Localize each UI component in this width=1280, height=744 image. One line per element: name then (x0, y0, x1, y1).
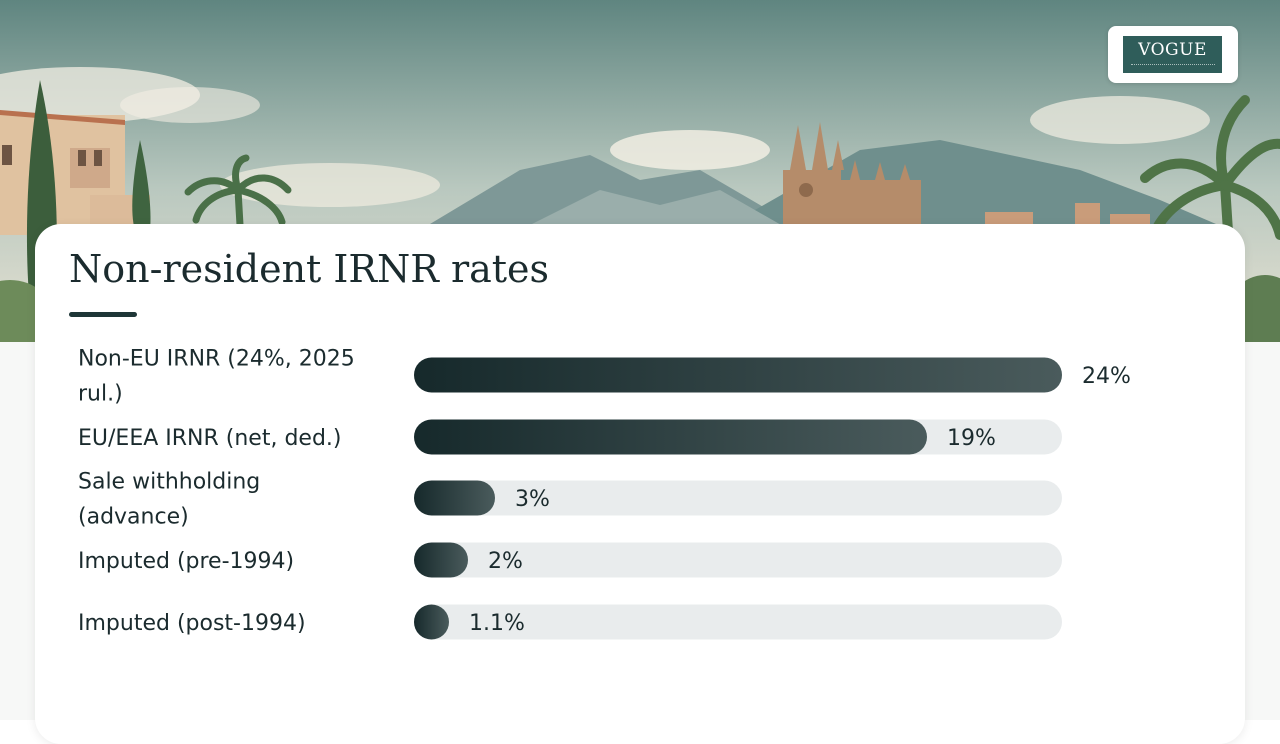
bar (414, 419, 927, 455)
bar-track (414, 604, 1062, 640)
bar-chart: 24% Non-EU IRNR (24%, 2025 rul.) 19% EU/EEA … (78, 347, 1131, 640)
category-label: Imputed (post-1994) (78, 611, 306, 636)
category-label-line: (advance) (78, 505, 189, 530)
bar (414, 480, 495, 516)
bar (414, 357, 1062, 393)
category-label-line: Imputed (post-1994) (78, 611, 306, 636)
category-label-line: EU/EEA IRNR (net, ded.) (78, 426, 341, 451)
header-illustration (0, 0, 1280, 342)
category-label: Imputed (pre-1994) (78, 549, 294, 574)
category-label-line: Sale withholding (78, 470, 260, 495)
bar-value-label: 19% (947, 426, 996, 451)
bar (414, 604, 449, 640)
category-label-line: Non-EU IRNR (24%, 2025 (78, 347, 355, 372)
category-label-line: rul.) (78, 382, 123, 407)
category-label: EU/EEA IRNR (net, ded.) (78, 426, 341, 451)
bar-value-label: 2% (488, 549, 523, 574)
bar-track (414, 542, 1062, 578)
category-label: Non-EU IRNR (24%, 2025 rul.) (78, 347, 355, 407)
title-underline (69, 312, 137, 317)
category-label-line: Imputed (pre-1994) (78, 549, 294, 574)
bar-value-label: 1.1% (469, 611, 525, 636)
chart-title: Non-resident IRNR rates (69, 247, 550, 291)
logo-tagline-line (1131, 64, 1215, 67)
bar-value-label: 3% (515, 487, 550, 512)
bar (414, 542, 468, 578)
bar-value-label: 24% (1082, 364, 1131, 389)
brand-logo: VOGUE (1108, 26, 1238, 83)
category-label: Sale withholding (advance) (78, 470, 260, 530)
bar-track (414, 480, 1062, 516)
brand-logo-wordmark: VOGUE (1123, 36, 1222, 73)
